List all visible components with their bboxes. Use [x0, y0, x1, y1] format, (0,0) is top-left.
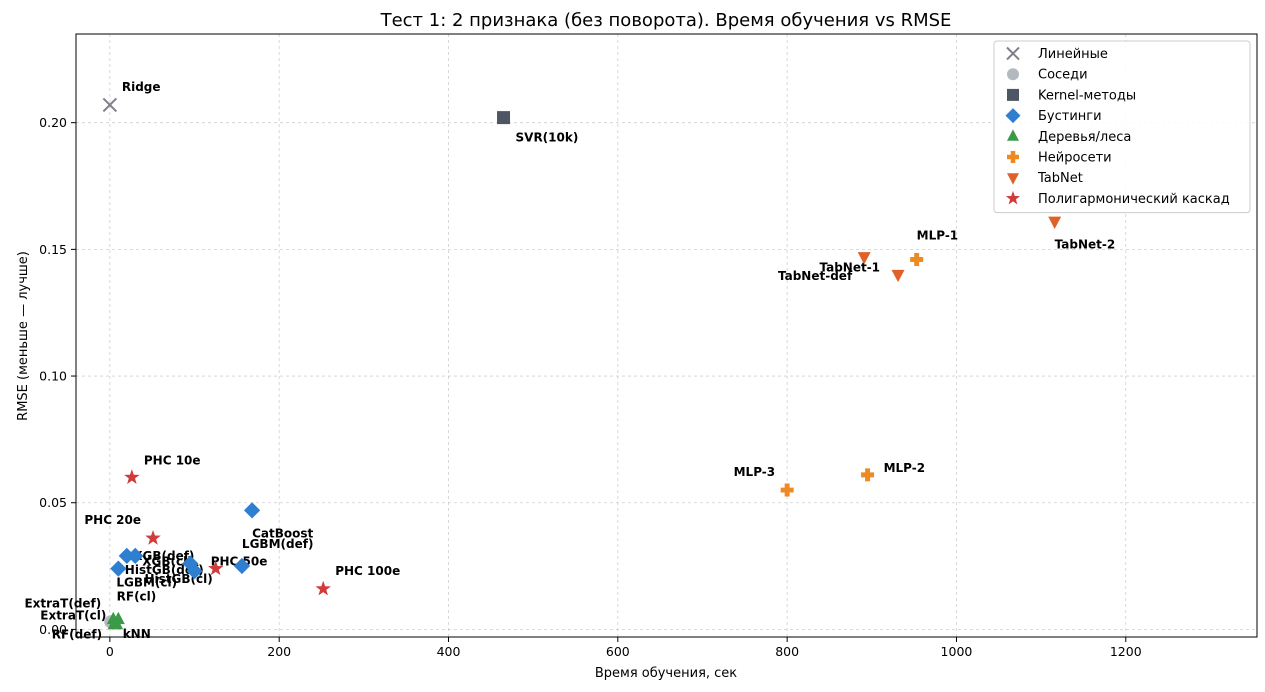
point-label-phc-100e: PHC 100e: [335, 564, 400, 578]
point-label-extrat-def: ExtraT(def): [24, 596, 101, 610]
legend-marker-полигармонический-каскад: [1005, 190, 1021, 205]
legend-label: Линейные: [1038, 47, 1108, 62]
point-label-rf-def: RF(def): [52, 627, 102, 641]
point-label-histgb-def: HistGB(def): [125, 563, 204, 577]
legend-marker-деревья-леса: [1007, 129, 1019, 141]
x-tick-label: 400: [437, 644, 461, 659]
legend-label: Kernel-методы: [1038, 88, 1136, 103]
x-tick-label: 200: [267, 644, 291, 659]
legend: Линейные Соседи Kernel-методы Бустинги Дерев…: [993, 40, 1251, 214]
x-axis-label: Время обучения, сек: [595, 666, 737, 681]
point-phc-100e: [315, 580, 331, 596]
legend-marker-линейные: [1006, 46, 1020, 61]
legend-label: TabNet: [1037, 171, 1083, 186]
point-phc-50e: [207, 560, 224, 576]
point-lgbm-def: [233, 557, 251, 575]
point-phc-10e: [124, 469, 140, 484]
point-phc-20e: [145, 530, 161, 545]
point-mlp-3: [780, 483, 794, 497]
point-label-phc-20e: PHC 20e: [84, 513, 141, 527]
point-rf-cl: [110, 616, 124, 630]
data-points: [102, 97, 1062, 630]
point-label-lgbm-def: LGBM(def): [242, 537, 314, 551]
point-ridge: [102, 97, 118, 113]
point-label-knn: kNN: [123, 627, 151, 641]
point-label-catboost: CatBoost: [252, 526, 313, 540]
legend-box: [993, 40, 1251, 214]
point-tabnet-def: [857, 252, 871, 265]
point-label-mlp-2: MLP-2: [884, 461, 926, 475]
point-label-mlp-3: MLP-3: [734, 465, 776, 479]
point-tabnet-1: [891, 269, 905, 283]
legend-marker-kernel-методы: [1007, 88, 1019, 101]
point-xgb-def: [127, 547, 144, 565]
point-label-tabnet-1: TabNet-1: [819, 261, 880, 275]
point-tabnet-2: [1048, 216, 1062, 229]
point-mlp-1: [910, 252, 924, 266]
point-svr-10k: [497, 111, 511, 125]
point-catboost: [243, 502, 261, 519]
y-tick-label: 0.05: [39, 495, 67, 510]
point-label-xgb-cl: XGB(cl): [142, 555, 192, 569]
point-label-lgbm-cl: LGBM(cl): [116, 576, 177, 590]
legend-marker-tabnet: [1007, 173, 1019, 185]
y-tick-label: 0.00: [39, 622, 67, 637]
legend-marker-бустинги: [1005, 108, 1021, 124]
y-tick-label: 0.10: [39, 369, 67, 384]
legend-marker-соседи: [1007, 68, 1019, 81]
point-mlp-2: [861, 468, 875, 482]
point-lgbm-cl: [110, 560, 127, 577]
point-label-extrat-cl: ExtraT(cl): [40, 608, 106, 622]
point-label-tabnet-2: TabNet-2: [1055, 237, 1116, 251]
legend-marker-нейросети: [1007, 151, 1019, 163]
axes: 0 200 400 600 800 1000 1200 0.00 0.05 0.10 0.15 0.2…: [39, 33, 1258, 659]
legend-label: Деревья/леса: [1038, 130, 1131, 145]
point-histgb-cl: [186, 563, 203, 580]
x-tick-label: 600: [606, 644, 630, 659]
y-tick-label: 0.20: [39, 115, 67, 130]
point-label-mlp-1: MLP-1: [917, 228, 959, 242]
legend-label: Соседи: [1038, 68, 1088, 83]
point-label-rf-cl: RF(cl): [117, 589, 157, 603]
plot-frame: [75, 33, 1258, 638]
x-tick-label: 0: [106, 644, 114, 659]
point-histgb-def: [118, 547, 135, 565]
point-label-phc-10e: PHC 10e: [144, 453, 201, 467]
legend-label: Полигармонический каскад: [1038, 192, 1230, 207]
x-tick-label: 1200: [1110, 644, 1142, 659]
legend-label: Нейросети: [1038, 151, 1112, 166]
y-tick-label: 0.15: [39, 242, 67, 257]
point-label-tabnet-def: TabNet-def: [778, 269, 853, 283]
y-axis-label: RMSE (меньше — лучше): [16, 251, 31, 421]
chart-title: Тест 1: 2 признака (без поворота). Время…: [380, 10, 952, 31]
point-label-xgb-def: XGB(def): [133, 549, 194, 563]
legend-label: Бустинги: [1038, 109, 1102, 124]
x-tick-label: 800: [775, 644, 799, 659]
point-label-svr-10k: SVR(10k): [516, 131, 579, 145]
point-label-ridge: Ridge: [122, 80, 161, 94]
x-tick-label: 1000: [941, 644, 973, 659]
